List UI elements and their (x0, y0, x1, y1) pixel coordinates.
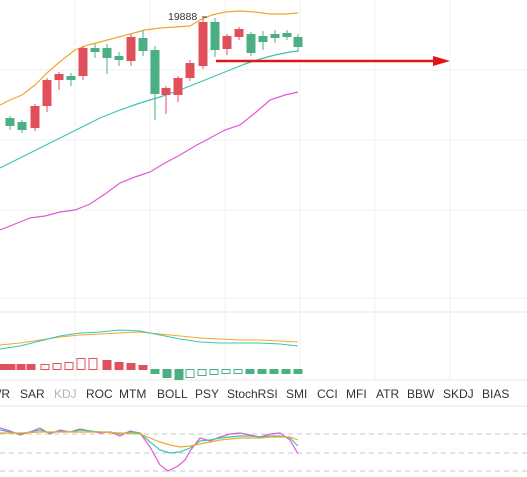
horizontal-arrow (216, 56, 450, 66)
candle (293, 34, 303, 52)
histogram-bar (257, 369, 267, 374)
candle (161, 86, 171, 114)
histogram-bar (102, 360, 112, 370)
candle (30, 104, 40, 131)
candles (5, 18, 303, 133)
candle (66, 73, 76, 86)
candle (150, 46, 160, 120)
histogram-bar (174, 369, 184, 380)
histogram-bar (209, 369, 219, 375)
tab-cci[interactable]: CCI (317, 387, 338, 401)
histogram-bar (281, 369, 291, 374)
oscillator-line-teal (0, 329, 299, 350)
tab-stochrsi[interactable]: StochRSI (227, 387, 278, 401)
histogram-bar (88, 358, 98, 370)
candle (126, 34, 136, 66)
candle (185, 60, 195, 81)
candle (258, 31, 268, 50)
candle (234, 27, 244, 40)
histogram-bar (197, 369, 207, 376)
candle (246, 32, 256, 56)
histogram-bar (126, 363, 136, 370)
tab-mfi[interactable]: MFI (346, 387, 367, 401)
tab-boll[interactable]: BOLL (157, 387, 188, 401)
tab-atr[interactable]: ATR (376, 387, 400, 401)
candle (114, 52, 124, 66)
upper-band-line (0, 10, 299, 106)
middle-band-line (0, 50, 299, 169)
histogram-bar (221, 369, 231, 374)
grid (0, 0, 527, 380)
histogram-bar (6, 364, 16, 370)
histogram (0, 358, 303, 380)
candle (102, 44, 112, 74)
bottom-line-orange (0, 431, 299, 448)
histogram-bar (76, 358, 86, 370)
candle (17, 120, 27, 133)
candle (78, 46, 88, 80)
bottom-line-magenta (0, 427, 299, 472)
candle (282, 30, 292, 40)
histogram-bar (64, 362, 74, 370)
tab-kdj[interactable]: KDJ (54, 387, 77, 401)
bottom-line-teal (0, 429, 299, 454)
tab-mtm[interactable]: MTM (119, 387, 147, 401)
candle (210, 18, 220, 57)
candle (270, 30, 280, 43)
indicator-tabs: WR SAR KDJ ROC MTM BOLL PSY StochRSI SMI… (0, 384, 527, 406)
histogram-bar (162, 369, 172, 378)
histogram-bar (150, 369, 160, 374)
histogram-bar (114, 362, 124, 370)
price-annotation: 19888 (168, 11, 197, 23)
tab-skdj[interactable]: SKDJ (443, 387, 474, 401)
candle (90, 44, 100, 58)
histogram-bar (293, 369, 303, 374)
tab-smi[interactable]: SMI (286, 387, 308, 401)
histogram-bar (16, 364, 26, 370)
candle (5, 116, 15, 130)
bottom-panel-reference-lines (0, 433, 527, 472)
tab-bbw[interactable]: BBW (407, 387, 435, 401)
histogram-bar (0, 364, 7, 370)
candle (222, 34, 232, 55)
lower-band-line (0, 91, 299, 231)
tab-wr[interactable]: WR (0, 387, 10, 401)
tab-psy[interactable]: PSY (195, 387, 220, 401)
tab-bias[interactable]: BIAS (482, 387, 510, 401)
candle (138, 30, 148, 56)
candle (198, 18, 208, 69)
histogram-bar (245, 369, 255, 374)
histogram-bar (26, 364, 36, 370)
candle (54, 72, 64, 90)
histogram-bar (52, 363, 62, 370)
histogram-bar (185, 369, 195, 378)
histogram-bar (138, 365, 148, 370)
histogram-bar (269, 369, 279, 374)
candle (42, 78, 52, 112)
tab-roc[interactable]: ROC (86, 387, 113, 401)
histogram-bar (233, 369, 243, 374)
tab-sar[interactable]: SAR (20, 387, 45, 401)
histogram-bar (40, 364, 50, 370)
candle (173, 76, 183, 102)
